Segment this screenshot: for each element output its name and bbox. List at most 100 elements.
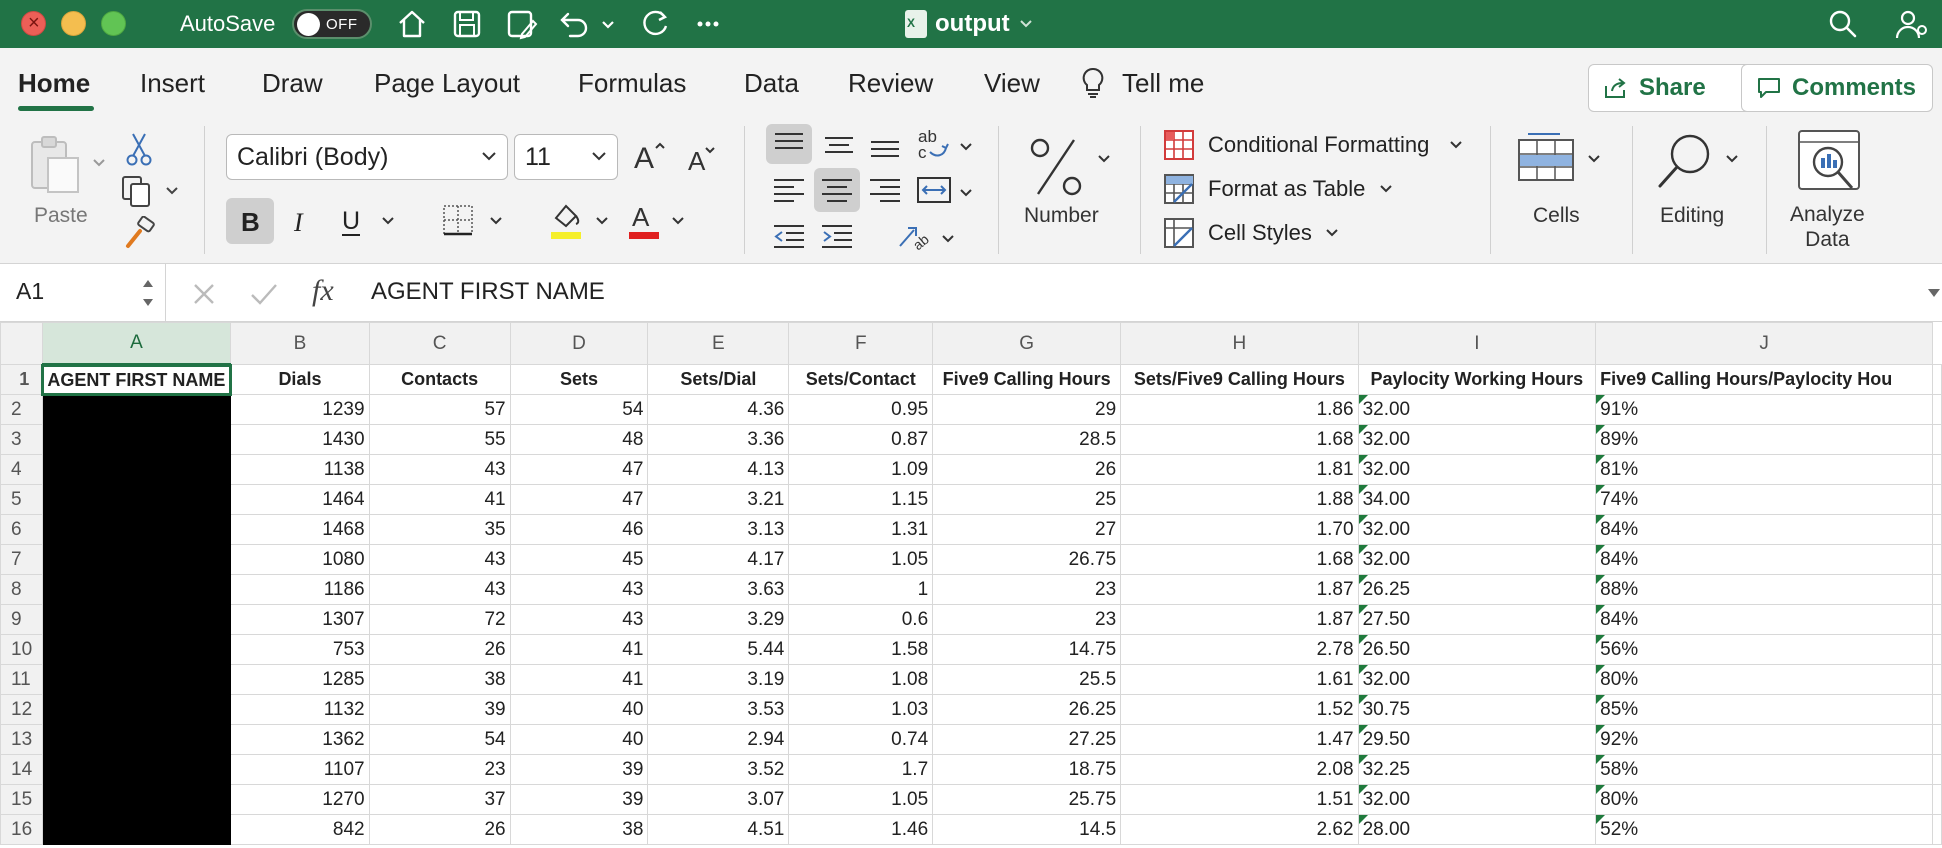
decrease-font-size-icon[interactable]: A bbox=[686, 142, 718, 174]
empty-cell[interactable] bbox=[1932, 604, 1942, 635]
empty-cell[interactable] bbox=[1932, 454, 1942, 485]
wrap-text-icon[interactable]: ab bbox=[894, 216, 936, 256]
editing-dropdown-chevron-icon[interactable] bbox=[1724, 152, 1740, 166]
table-cell[interactable]: 3.52 bbox=[647, 754, 790, 785]
table-cell[interactable]: 1080 bbox=[230, 544, 370, 575]
row-header[interactable]: 3 bbox=[0, 424, 43, 455]
empty-cell[interactable] bbox=[1932, 484, 1942, 515]
table-cell[interactable]: 1.81 bbox=[1120, 454, 1359, 485]
table-cell[interactable]: 46 bbox=[509, 514, 649, 545]
row-header[interactable]: 1 bbox=[0, 364, 43, 395]
table-cell[interactable]: 84% bbox=[1595, 604, 1933, 635]
font-color-icon[interactable]: A bbox=[626, 200, 662, 242]
empty-cell[interactable] bbox=[1932, 754, 1942, 785]
redo-icon[interactable] bbox=[636, 6, 672, 42]
autosave-toggle[interactable]: OFF bbox=[292, 9, 372, 39]
table-cell[interactable]: 43 bbox=[509, 574, 649, 605]
table-cell[interactable]: 40 bbox=[509, 724, 649, 755]
table-cell[interactable]: 3.63 bbox=[647, 574, 790, 605]
table-cell[interactable]: 47 bbox=[509, 484, 649, 515]
redacted-name-cell[interactable] bbox=[41, 814, 232, 845]
table-cell[interactable]: 1.05 bbox=[788, 784, 934, 815]
header-cell-agent-first-name[interactable]: AGENT FIRST NAME bbox=[41, 363, 232, 396]
table-cell[interactable]: 23 bbox=[932, 604, 1122, 635]
empty-cell[interactable] bbox=[1932, 544, 1942, 575]
confirm-entry-icon[interactable] bbox=[248, 280, 280, 308]
table-cell[interactable]: 1.15 bbox=[788, 484, 934, 515]
column-header-d[interactable]: D bbox=[509, 322, 649, 365]
cell-styles-chevron-icon[interactable] bbox=[1324, 226, 1340, 240]
wrap-dropdown-chevron-icon[interactable] bbox=[940, 232, 956, 246]
column-header-a[interactable]: A bbox=[41, 322, 232, 366]
table-cell[interactable]: 58% bbox=[1595, 754, 1933, 785]
table-cell[interactable]: 45 bbox=[509, 544, 649, 575]
underline-icon[interactable]: U bbox=[336, 198, 368, 244]
table-cell[interactable]: 56% bbox=[1595, 634, 1933, 665]
conditional-formatting-icon[interactable] bbox=[1162, 128, 1196, 162]
cell-styles-icon[interactable] bbox=[1162, 216, 1196, 250]
table-cell[interactable]: 28.5 bbox=[932, 424, 1122, 455]
name-box[interactable]: A1 bbox=[0, 264, 166, 322]
table-cell[interactable]: 14.5 bbox=[932, 814, 1122, 845]
close-window-button[interactable] bbox=[21, 11, 46, 36]
table-cell[interactable]: 89% bbox=[1595, 424, 1933, 455]
save-icon[interactable] bbox=[449, 6, 485, 42]
redacted-name-cell[interactable] bbox=[41, 574, 232, 605]
empty-cell[interactable] bbox=[1932, 394, 1942, 425]
table-cell[interactable]: 37 bbox=[368, 784, 511, 815]
comments-button[interactable]: Comments bbox=[1741, 64, 1933, 112]
table-cell[interactable]: 1132 bbox=[230, 694, 370, 725]
row-header[interactable]: 8 bbox=[0, 574, 43, 605]
align-center-button[interactable] bbox=[814, 168, 860, 212]
empty-cell[interactable] bbox=[1932, 514, 1942, 545]
tab-page-layout[interactable]: Page Layout bbox=[374, 68, 521, 98]
copy-dropdown-chevron-icon[interactable] bbox=[164, 184, 180, 198]
table-cell[interactable]: 48 bbox=[509, 424, 649, 455]
table-cell[interactable]: 27 bbox=[932, 514, 1122, 545]
tab-insert[interactable]: Insert bbox=[140, 68, 206, 98]
table-cell[interactable]: 34.00 bbox=[1357, 484, 1597, 515]
format-painter-icon[interactable] bbox=[124, 216, 156, 250]
tab-home[interactable]: Home bbox=[18, 68, 91, 98]
table-cell[interactable]: 28.00 bbox=[1357, 814, 1597, 845]
table-cell[interactable]: 91% bbox=[1595, 394, 1933, 425]
table-cell[interactable]: 43 bbox=[368, 574, 511, 605]
empty-cell[interactable] bbox=[1932, 664, 1942, 695]
table-cell[interactable]: 72 bbox=[368, 604, 511, 635]
table-cell[interactable]: 2.94 bbox=[647, 724, 790, 755]
table-cell[interactable]: 3.19 bbox=[647, 664, 790, 695]
table-cell[interactable]: 26 bbox=[368, 814, 511, 845]
table-cell[interactable]: 84% bbox=[1595, 544, 1933, 575]
table-cell[interactable]: 3.07 bbox=[647, 784, 790, 815]
copy-icon[interactable] bbox=[120, 174, 158, 208]
row-header[interactable]: 6 bbox=[0, 514, 43, 545]
select-all-corner[interactable] bbox=[0, 322, 43, 365]
table-cell[interactable]: 2.78 bbox=[1120, 634, 1359, 665]
decrease-indent-icon[interactable] bbox=[766, 216, 812, 256]
font-size-dropdown[interactable]: 11 bbox=[514, 134, 618, 180]
table-cell[interactable]: 18.75 bbox=[932, 754, 1122, 785]
text-orientation-icon[interactable]: abc bbox=[914, 126, 954, 166]
table-cell[interactable]: 23 bbox=[932, 574, 1122, 605]
table-cell[interactable]: 32.00 bbox=[1357, 664, 1597, 695]
tell-me-search[interactable]: Tell me bbox=[1122, 68, 1205, 98]
format-as-table-button[interactable]: Format as Table bbox=[1208, 176, 1366, 201]
search-icon[interactable] bbox=[1825, 6, 1861, 42]
increase-indent-icon[interactable] bbox=[814, 216, 860, 256]
column-header-b[interactable]: B bbox=[230, 322, 370, 365]
row-header[interactable]: 5 bbox=[0, 484, 43, 515]
tab-draw[interactable]: Draw bbox=[262, 68, 323, 98]
table-cell[interactable]: 1.86 bbox=[1120, 394, 1359, 425]
empty-cell[interactable] bbox=[1932, 724, 1942, 755]
table-cell[interactable]: 1.68 bbox=[1120, 544, 1359, 575]
borders-dropdown-chevron-icon[interactable] bbox=[488, 214, 504, 228]
table-cell[interactable]: 84% bbox=[1595, 514, 1933, 545]
align-top-button[interactable] bbox=[766, 124, 812, 164]
table-cell[interactable]: 1.05 bbox=[788, 544, 934, 575]
share-button[interactable]: Share bbox=[1588, 64, 1754, 112]
table-cell[interactable]: 1.70 bbox=[1120, 514, 1359, 545]
table-cell[interactable]: 32.00 bbox=[1357, 424, 1597, 455]
table-cell[interactable]: 1.7 bbox=[788, 754, 934, 785]
column-header-e[interactable]: E bbox=[647, 322, 790, 365]
table-cell[interactable]: 1.87 bbox=[1120, 574, 1359, 605]
